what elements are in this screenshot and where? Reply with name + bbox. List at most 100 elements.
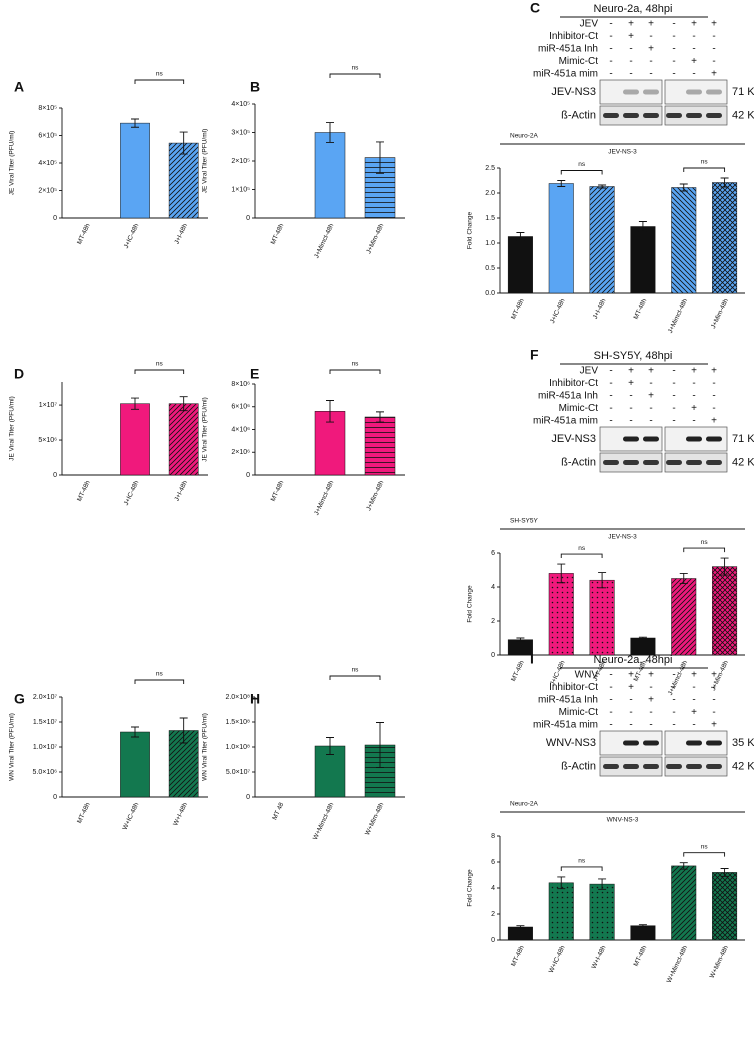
treatment-sign: - [609,31,612,42]
treatment-sign: - [692,391,695,402]
error-bar [131,397,139,410]
y-tick-label: 6×10⁵ [38,132,57,139]
bar [630,637,656,656]
blot-band [666,460,682,465]
bar [548,183,574,294]
y-tick-label: 1.0×10⁷ [33,744,58,751]
treatment-sign: - [609,391,612,402]
treatment-label: Inhibitor-Ct [549,378,598,389]
blot-band [603,764,619,769]
treatment-sign: - [692,682,695,693]
blot-band [666,113,682,118]
treatment-sign: - [609,19,612,30]
chart-subtitle: JEV-NS-3 [608,534,637,541]
bar [671,187,697,294]
significance-label: ns [701,843,709,850]
error-bar [326,400,334,423]
chart-subtitle: WNV-NS-3 [607,817,639,824]
treatment-sign: - [692,44,695,55]
y-axis-label: JE Viral Titer (PFU/ml) [9,131,16,196]
band-name: ß-Actin [561,109,596,121]
y-tick-label: 2.0×10⁸ [225,694,250,701]
treatment-sign: - [609,403,612,414]
treatment-label: JEV [580,366,599,377]
treatment-sign: + [711,720,717,731]
treatment-sign: + [648,695,654,706]
blot-title: Neuro-2a, 48hpi [594,654,673,666]
treatment-sign: - [629,403,632,414]
treatment-sign: - [629,69,632,80]
y-tick-label: 0 [53,215,57,222]
error-bar [679,862,688,870]
blot-band [666,764,682,769]
treatment-sign: - [629,707,632,718]
y-tick-label: 4×10⁶ [231,426,250,433]
y-axis-label: Fold Change [467,585,474,623]
significance-label: ns [578,161,586,168]
error-bar [516,232,525,241]
significance-bracket [683,852,726,857]
treatment-sign: + [711,69,717,80]
band-name: ß-Actin [561,456,596,468]
y-tick-label: 1.0×10⁸ [225,744,250,751]
bar [589,883,615,941]
error-bar [326,122,334,143]
y-tick-label: 0 [491,937,495,944]
treatment-sign: + [691,670,697,681]
significance-label: ns [352,361,360,368]
error-bar [376,722,384,768]
bar [314,132,346,219]
y-tick-label: 2.0×10⁷ [33,694,58,701]
y-tick-label: 6 [491,859,495,866]
band-name: WNV-NS3 [546,737,596,749]
panel-letter: G [14,691,25,707]
panel-letter: D [14,366,24,382]
blot-band [643,460,659,465]
y-tick-label: 0 [246,794,250,801]
error-bar [679,572,688,585]
treatment-sign: - [609,707,612,718]
bar [507,926,533,941]
bar [120,731,150,798]
blot-band [643,436,659,442]
y-tick-label: 2.0 [485,190,495,197]
treatment-sign: - [609,682,612,693]
treatment-sign: - [672,720,675,731]
treatment-sign: - [712,31,715,42]
y-tick-label: 1.5 [485,215,495,222]
treatment-label: Mimic-Ct [559,707,599,718]
treatment-sign: - [629,391,632,402]
blot-band [706,89,722,95]
treatment-sign: + [648,391,654,402]
y-tick-label: 2×10⁵ [231,158,250,165]
y-tick-label: 8×10⁵ [38,105,57,112]
treatment-sign: - [649,56,652,67]
treatment-label: Mimic-Ct [559,56,599,67]
panel-letter: F [530,347,539,363]
treatment-sign: - [649,403,652,414]
treatment-sign: - [609,720,612,731]
y-tick-label: 6 [491,550,495,557]
band-size: 71 KDa [732,86,754,98]
panel-letter: A [14,79,24,95]
bar [589,579,615,656]
treatment-sign: - [672,31,675,42]
treatment-sign: - [649,416,652,427]
treatment-sign: - [712,682,715,693]
y-tick-label: 1.5×10⁷ [33,719,58,726]
panel-letter: C [530,0,540,16]
y-tick-label: 0 [53,472,57,479]
chart-subtitle: JEV-NS-3 [608,149,637,156]
blot-band [623,764,639,769]
panel-letter: B [250,79,260,95]
treatment-sign: - [609,366,612,377]
significance-label: ns [156,361,164,368]
treatment-label: JEV [580,19,599,30]
treatment-label: Inhibitor-Ct [549,31,598,42]
error-bar [557,180,566,187]
bar [548,882,574,941]
treatment-sign: - [712,403,715,414]
treatment-sign: - [672,670,675,681]
blot-band [686,436,702,442]
treatment-sign: - [609,69,612,80]
